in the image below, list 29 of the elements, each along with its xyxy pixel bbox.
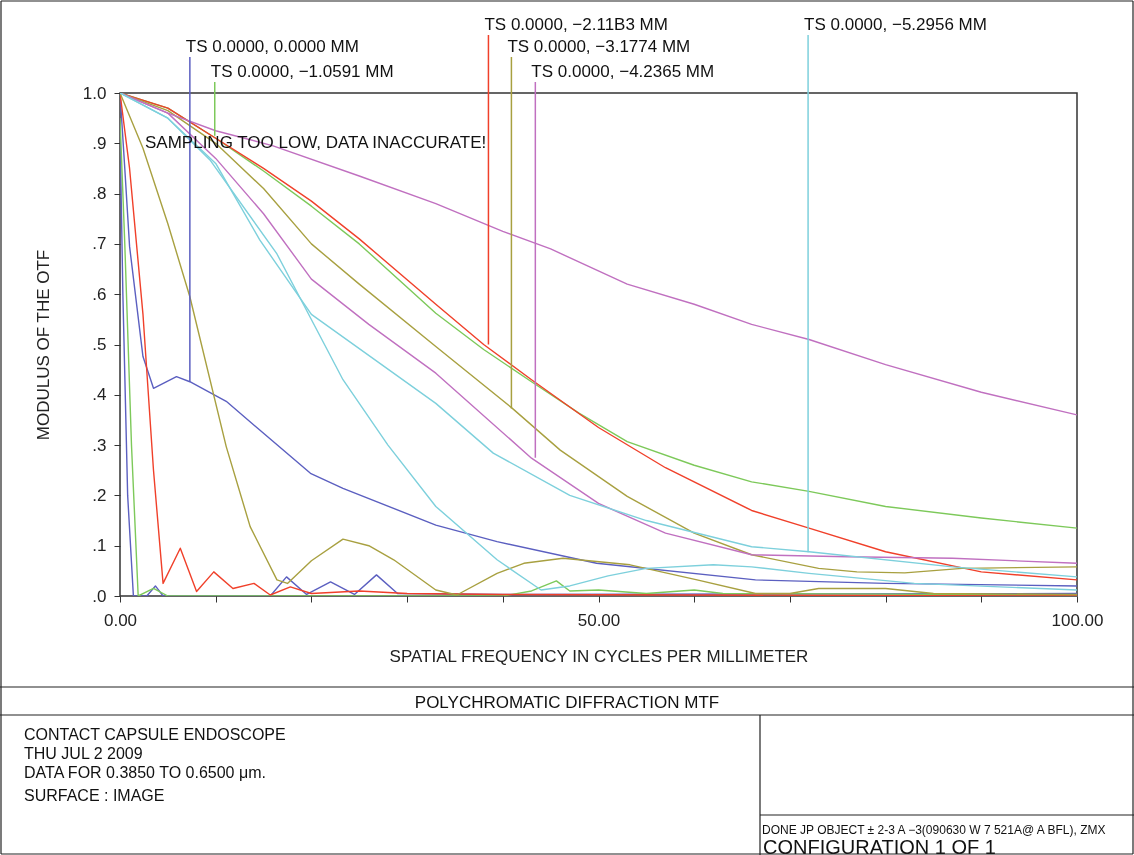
y-axis-title: MODULUS OF THE OTF	[33, 249, 53, 441]
y-tick-label: .6	[92, 284, 107, 304]
y-tick-label: .9	[92, 133, 107, 153]
x-tick-label: 100.00	[1051, 610, 1104, 630]
text: POLYCHROMATIC DIFFRACTION MTF	[414, 693, 720, 712]
text: SURFACE : IMAGE	[24, 787, 165, 804]
y-tick-label: .7	[92, 234, 107, 254]
text: THU JUL 2 2009	[24, 745, 143, 762]
annotation: TS 0.0000, −1.0591 MM	[210, 62, 394, 81]
y-tick-label: 1.0	[82, 83, 107, 103]
y-tick-label: .0	[92, 586, 107, 606]
x-tick-label: 50.00	[577, 610, 621, 630]
annotation: TS 0.0000, −3.1774 MM	[507, 37, 691, 56]
y-tick-label: .8	[92, 184, 107, 204]
annotation: TS 0.0000, −5.2956 MM	[804, 15, 987, 34]
text: CONTACT CAPSULE ENDOSCOPE	[24, 726, 286, 743]
y-tick-label: .4	[92, 385, 107, 405]
y-tick-label: .5	[92, 335, 107, 354]
x-axis-title: SPATIAL FREQUENCY IN CYCLES PER MILLIMETER	[389, 646, 809, 666]
y-tick-label: .2	[92, 485, 107, 505]
annotation: TS 0.0000, 0.0000 MM	[185, 37, 359, 56]
x-tick-label: 0.00	[103, 610, 138, 630]
y-tick-label: .1	[92, 536, 107, 556]
text: DONE JP OBJECT ± 2-3 A −3(090630 W 7 521A@ A BFL), ZMX	[762, 823, 1106, 837]
annotation: TS 0.0000, −4.2365 MM	[531, 62, 715, 81]
text: CONFIGURATION 1 OF 1	[763, 836, 996, 855]
y-tick-label: .3	[92, 435, 107, 455]
text: DATA FOR 0.3850 TO 0.6500 μm.	[24, 764, 266, 781]
annotation: TS 0.0000, −2.11B3 MM	[484, 15, 668, 34]
